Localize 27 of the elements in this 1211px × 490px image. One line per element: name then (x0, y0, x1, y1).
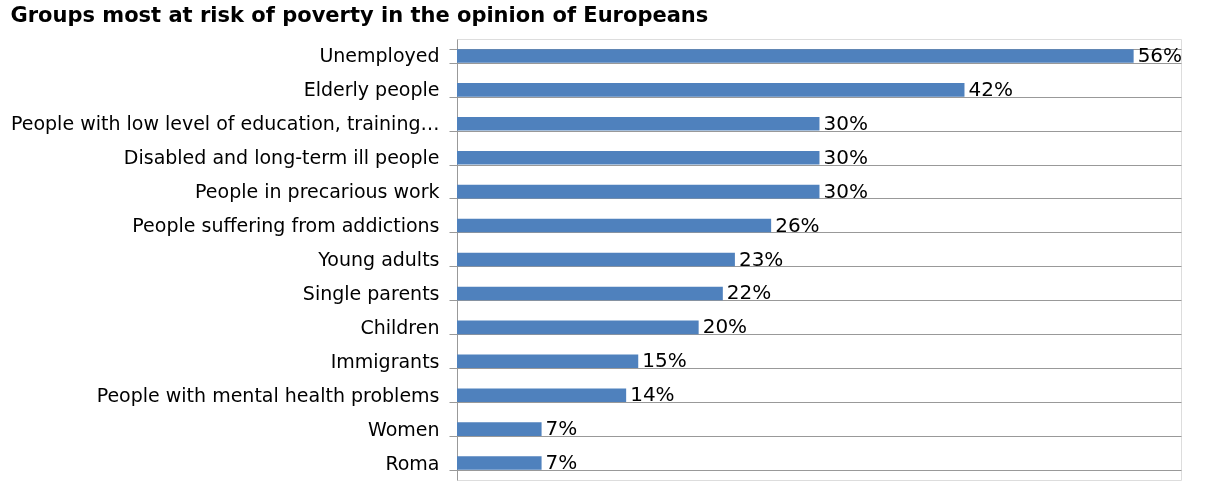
y-tick-label: Single parents (302, 281, 440, 304)
data-label: 42% (968, 76, 1013, 101)
data-label: 22% (726, 280, 772, 305)
y-tick-label: Elderly people (303, 78, 440, 101)
data-label: 7% (545, 450, 578, 475)
y-tick-label: Women (367, 417, 440, 440)
y-tick-label: People with mental health problems (96, 383, 440, 406)
y-tick-label: People in precarious work (195, 180, 440, 203)
data-label: 30% (823, 144, 868, 169)
y-tick-label: Unemployed (319, 44, 440, 67)
y-tick-label: Immigrants (330, 349, 440, 372)
data-label: 15% (642, 348, 687, 373)
data-label: 26% (775, 212, 820, 237)
y-tick-label: People with low level of education, training… (10, 112, 440, 135)
data-label: 23% (738, 246, 784, 271)
data-label: 7% (545, 416, 578, 441)
data-label: 56% (1137, 42, 1183, 67)
data-label: 20% (702, 314, 748, 339)
data-label: 30% (823, 178, 868, 203)
data-label: 30% (823, 110, 868, 135)
y-tick-label: Roma (385, 451, 440, 474)
y-tick-label: People suffering from addictions (132, 214, 440, 237)
data-label: 14% (630, 382, 675, 407)
y-tick-label: Disabled and long-term ill people (123, 146, 440, 169)
y-tick-label: Young adults (317, 248, 440, 270)
chart-title: Groups most at risk of poverty in the opinion of Europeans (10, 3, 709, 27)
y-tick-label: Children (360, 315, 440, 338)
